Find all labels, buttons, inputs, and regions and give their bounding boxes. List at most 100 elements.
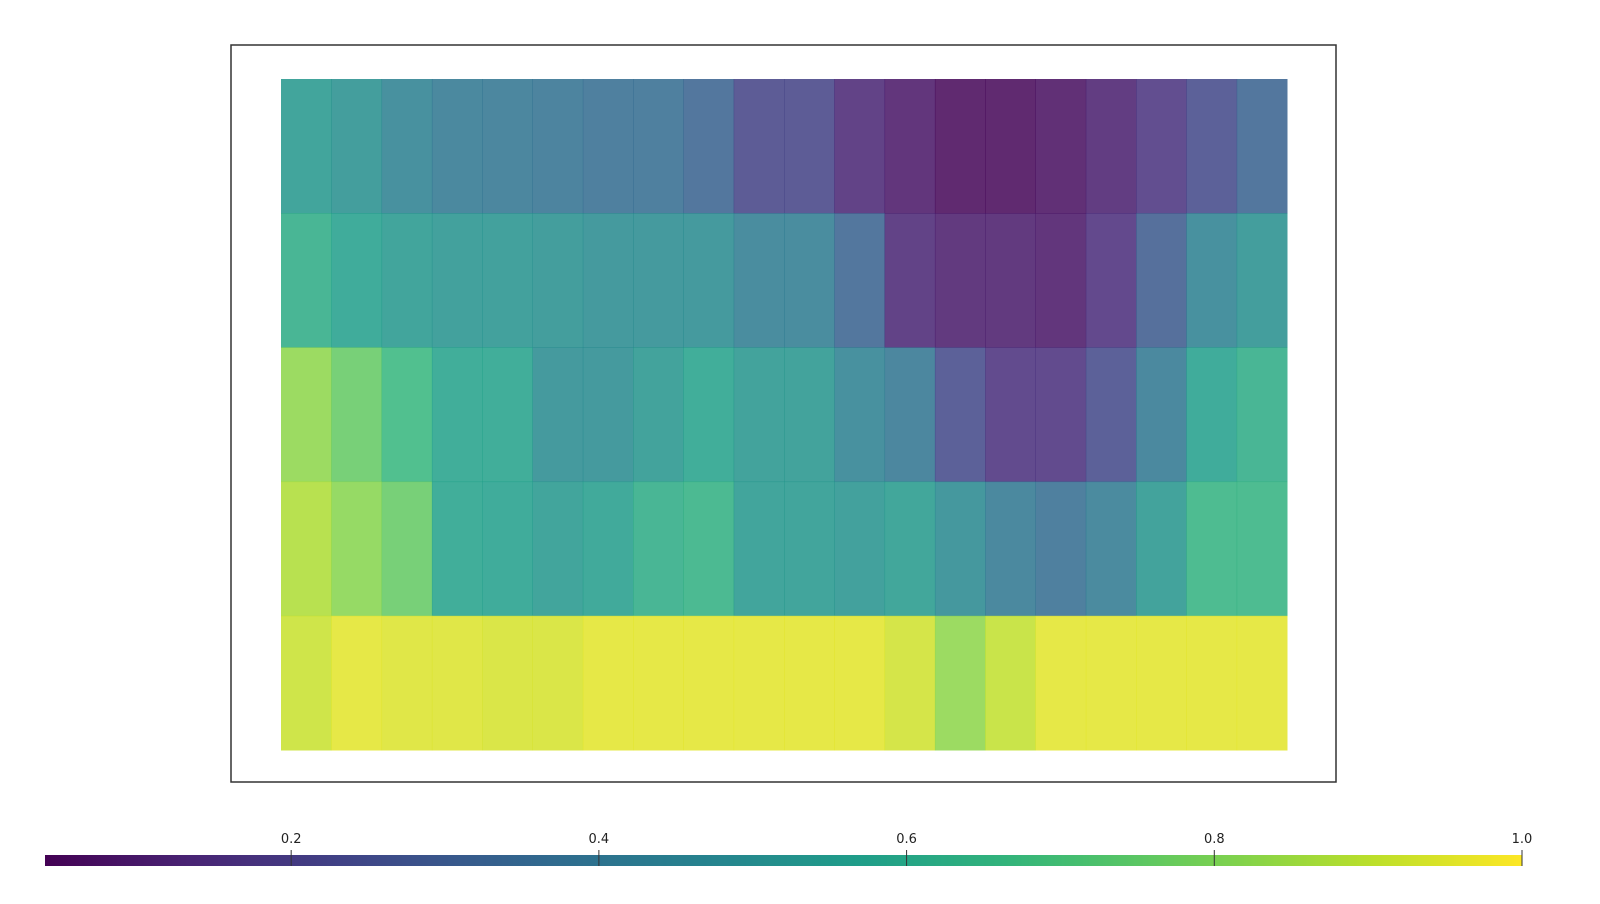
heatmap-cell [985, 79, 1036, 214]
colorbar-tick-label: 0.8 [1204, 832, 1225, 847]
heatmap-cell [633, 79, 684, 214]
heatmap-cell [985, 615, 1036, 751]
heatmap-cell [1136, 79, 1187, 214]
heatmap-cell [381, 615, 433, 751]
heatmap-cell [1136, 347, 1187, 483]
heatmap-cell [1136, 615, 1187, 751]
heatmap-cell [1035, 481, 1087, 617]
heatmap-cell [985, 481, 1036, 617]
heatmap-cell [733, 615, 785, 751]
heatmap-cell [1186, 213, 1238, 348]
heatmap-cell [683, 79, 735, 214]
colorbar-tick-label: 0.2 [281, 832, 302, 847]
heatmap-cell [381, 481, 433, 617]
heatmap-cell [683, 347, 735, 483]
colorbar-tick-label: 0.4 [589, 832, 610, 847]
heatmap-cell [582, 481, 634, 617]
heatmap-cell [1035, 79, 1087, 214]
heatmap-cell [784, 213, 835, 348]
heatmap-cell [381, 347, 433, 483]
heatmap-cell [1085, 79, 1137, 214]
heatmap-cell [784, 347, 835, 483]
heatmap-cell [733, 347, 785, 483]
heatmap-cell [784, 79, 835, 214]
heatmap-cell [1236, 347, 1288, 483]
heatmap-cell [582, 79, 634, 214]
heatmap-cell [884, 481, 936, 617]
heatmap-cell [281, 615, 332, 751]
heatmap-cell [834, 213, 886, 348]
heatmap-cell [331, 615, 383, 751]
heatmap-cell [532, 347, 584, 483]
heatmap-cell [1236, 213, 1288, 348]
heatmap-cell [683, 213, 735, 348]
heatmap-cell [834, 481, 886, 617]
heatmap-cell [1186, 347, 1238, 483]
heatmap-cell [532, 213, 584, 348]
heatmap-cell [281, 79, 332, 214]
heatmap-cell [331, 481, 383, 617]
heatmap-cell [532, 79, 584, 214]
heatmap-cell [1186, 481, 1238, 617]
heatmap-cell [784, 615, 835, 751]
heatmap-cell [1136, 213, 1187, 348]
heatmap-cell [733, 213, 785, 348]
heatmap-cell [834, 615, 886, 751]
heatmap-cell [633, 213, 684, 348]
heatmap-cell [934, 615, 986, 751]
heatmap-cell [1186, 615, 1238, 751]
heatmap-cell [1236, 481, 1288, 617]
heatmap-cell [1085, 481, 1137, 617]
heatmap-cell [1035, 347, 1087, 483]
heatmap-cell [633, 481, 684, 617]
heatmap-cell [532, 615, 584, 751]
heatmap-cell [985, 213, 1036, 348]
heatmap-cell [934, 481, 986, 617]
heatmap-cell [431, 213, 483, 348]
heatmap-cell [281, 213, 332, 348]
heatmap-cell [1035, 213, 1087, 348]
heatmap-cell [431, 615, 483, 751]
heatmap-cell [784, 481, 835, 617]
heatmap-cell [683, 615, 735, 751]
colorbar-tick-label: 1.0 [1512, 832, 1533, 847]
heatmap-cell [381, 213, 433, 348]
heatmap-cell [1236, 79, 1288, 214]
heatmap-cell [281, 481, 332, 617]
heatmap-cell [683, 481, 735, 617]
heatmap-cell [482, 213, 533, 348]
heatmap-cell [482, 79, 533, 214]
heatmap-cell [431, 481, 483, 617]
heatmap-cell [431, 347, 483, 483]
heatmap-cell [482, 615, 533, 751]
heatmap-cell [733, 481, 785, 617]
heatmap-cell [733, 79, 785, 214]
heatmap-cell [582, 213, 634, 348]
heatmap-cell [934, 213, 986, 348]
heatmap-cell [884, 79, 936, 214]
heatmap-cell [381, 79, 433, 214]
heatmap-cell [834, 79, 886, 214]
heatmap-cell [633, 347, 684, 483]
heatmap-cell [884, 615, 936, 751]
heatmap-cell [532, 481, 584, 617]
heatmap-cell [331, 347, 383, 483]
colorbar [45, 855, 1522, 866]
heatmap-cell [985, 347, 1036, 483]
heatmap-cell [1186, 79, 1238, 214]
heatmap-cell [331, 79, 383, 214]
plot-frame [230, 44, 1337, 783]
heatmap-cell [482, 481, 533, 617]
heatmap-cell [834, 347, 886, 483]
heatmap-cell [431, 79, 483, 214]
heatmap-cell [633, 615, 684, 751]
heatmap-cell [934, 347, 986, 483]
heatmap-cell [1085, 347, 1137, 483]
heatmap-cell [582, 615, 634, 751]
colorbar-tick-label: 0.6 [896, 832, 917, 847]
heatmap-cell [1085, 615, 1137, 751]
heatmap-cell [331, 213, 383, 348]
heatmap-cell [281, 347, 332, 483]
